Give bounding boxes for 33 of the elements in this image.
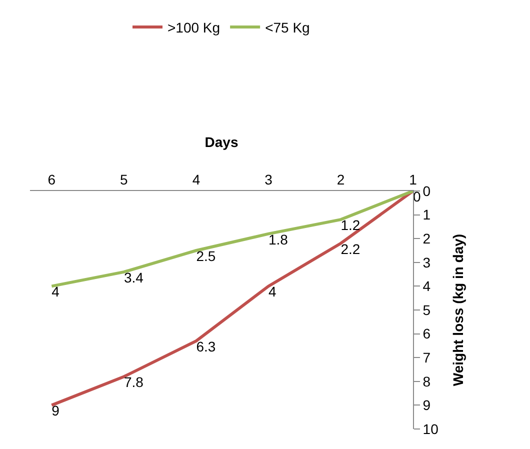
- data-label: 1.2: [340, 217, 360, 234]
- y-tick-label: 9: [422, 397, 431, 414]
- y-tick-label: 1: [422, 206, 431, 223]
- data-label: 9: [52, 402, 60, 419]
- line-series: [50, 191, 413, 407]
- data-label: 4: [268, 284, 276, 300]
- y-tick-label: 7: [422, 350, 431, 366]
- y-tick-label: 6: [422, 326, 431, 342]
- data-label: 7.8: [124, 374, 144, 390]
- x-tick-label: 3: [264, 171, 273, 188]
- x-tick-label: 1: [409, 171, 418, 188]
- y-tick-label: 0: [422, 182, 431, 199]
- x-tick-label: 4: [192, 171, 200, 188]
- line-series: [50, 191, 413, 288]
- data-label: 3.4: [124, 269, 144, 286]
- x-tick-label: 5: [120, 171, 128, 188]
- data-label: 4: [52, 284, 60, 300]
- y-tick-label: 4: [422, 278, 431, 294]
- x-tick-label: 2: [336, 171, 345, 188]
- data-label: 2.2: [340, 240, 360, 257]
- y-tick-label: 5: [422, 302, 431, 318]
- data-label: 1.8: [268, 231, 288, 248]
- x-axis-title: Days: [204, 134, 238, 150]
- y-axis-title: Weight loss (kg in day): [450, 234, 466, 386]
- y-tick-label: 10: [422, 420, 439, 437]
- y-tick-label: 8: [422, 373, 431, 390]
- x-tick-label: 6: [48, 171, 56, 188]
- data-label: 6.3: [196, 338, 216, 354]
- y-tick-label: 3: [422, 254, 431, 270]
- legend-label: <75 Kg: [265, 20, 310, 36]
- y-tick-label: 2: [422, 230, 431, 246]
- data-label: 2.5: [196, 248, 216, 264]
- legend-label: >100 Kg: [168, 20, 220, 36]
